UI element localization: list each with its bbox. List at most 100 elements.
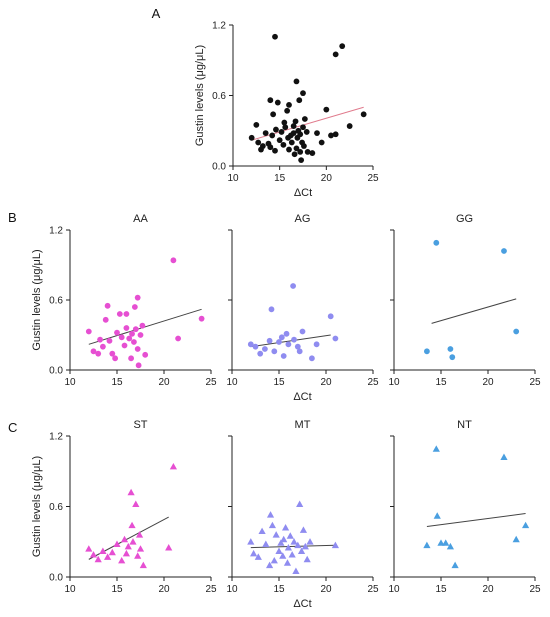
st-data-point (135, 531, 144, 538)
st-x-tick-label: 20 (158, 584, 170, 595)
mt-data-point (299, 526, 308, 533)
ag-data-point (247, 341, 254, 348)
ag-data-point (280, 353, 287, 359)
st-data-point (89, 551, 98, 558)
st-data-point (124, 542, 132, 550)
aa-data-point (100, 343, 106, 350)
mt-data-point (292, 567, 300, 575)
mt-data-point (279, 552, 287, 559)
gg-data-point (513, 328, 520, 335)
a-x-tick-label: 20 (321, 173, 333, 184)
a-data-point (273, 126, 279, 133)
st-data-point (99, 547, 107, 555)
a-data-point (318, 139, 325, 146)
ag-data-point (283, 330, 290, 337)
mt-data-point (331, 541, 339, 549)
a-data-point (291, 151, 298, 158)
a-data-point (272, 147, 278, 154)
aa-x-tick-label: 10 (64, 377, 76, 388)
aa-trend-line (88, 308, 202, 345)
a-data-point (314, 130, 320, 137)
a-y-axis-label: Gustin levels (μg/μL) (194, 45, 206, 146)
a-data-point (280, 141, 287, 148)
st-y-axis-label: Gustin levels (μg/μL) (31, 456, 43, 557)
ag-x-tick-label: 15 (273, 377, 285, 388)
mt-data-point (296, 500, 304, 508)
ag-x-tick-label: 10 (226, 377, 238, 388)
a-data-point (276, 137, 283, 144)
mt-x-axis-label: ΔCt (293, 598, 311, 610)
a-data-point (300, 90, 306, 97)
a-data-point (284, 107, 291, 114)
ag-title: AG (295, 213, 311, 225)
ag-data-point (268, 306, 275, 313)
st-data-point (169, 462, 177, 470)
mt-data-point (266, 511, 275, 518)
mt-x-tick-label: 15 (273, 584, 285, 595)
aa-x-tick-label: 20 (158, 377, 170, 388)
gg-x-tick-label: 10 (388, 377, 400, 388)
chart-aa: 10 15 20 25 0.0 0.6 1.2 AA Gustin levels (μg/μL) (31, 213, 217, 388)
a-x-tick-label: 10 (227, 173, 239, 184)
aa-data-point (109, 350, 116, 357)
a-data-point (288, 139, 295, 146)
a-data-point (346, 123, 353, 129)
ag-x-tick-label: 20 (320, 377, 332, 388)
aa-data-point (137, 332, 144, 338)
mt-data-point (250, 549, 258, 557)
nt-data-point (512, 535, 520, 543)
a-data-point (339, 43, 346, 50)
chart-a: 10 15 20 25 0.0 0.6 1.2 ΔCt Gustin levels (μg/μL… (194, 21, 379, 200)
a-data-point (297, 149, 304, 155)
nt-data-point (451, 561, 459, 569)
st-data-point (134, 552, 142, 559)
mt-x-tick-label: 10 (226, 584, 238, 595)
st-data-point (132, 500, 140, 508)
mt-data-point (290, 538, 298, 545)
st-data-point (120, 535, 129, 543)
a-data-point (323, 106, 330, 113)
nt-data-point (433, 512, 441, 519)
a-data-point (248, 134, 255, 141)
st-data-point (139, 561, 147, 569)
a-data-point (270, 111, 277, 118)
aa-y-tick-label: 0.0 (49, 366, 63, 377)
mt-data-point (294, 541, 302, 549)
aa-data-point (175, 335, 182, 342)
ag-data-point (327, 313, 334, 320)
gg-x-tick-label: 15 (435, 377, 447, 388)
aa-data-point (85, 328, 92, 335)
st-data-point (94, 555, 102, 563)
a-y-tick-label: 0.6 (212, 91, 226, 102)
a-data-point (301, 116, 308, 122)
ag-data-point (266, 337, 273, 344)
a-data-point (309, 150, 316, 156)
ag-data-point (276, 339, 282, 345)
a-x-tick-label: 15 (274, 173, 286, 184)
st-data-point (122, 549, 130, 557)
st-data-point (118, 556, 126, 564)
nt-x-tick-label: 25 (529, 584, 541, 595)
a-data-point (269, 132, 276, 139)
gg-title: GG (456, 213, 473, 225)
a-data-point (262, 130, 269, 137)
mt-x-tick-label: 25 (367, 584, 379, 595)
a-data-point (267, 144, 274, 151)
a-data-point (297, 131, 304, 138)
aa-data-point (132, 326, 139, 333)
a-data-point (286, 146, 292, 153)
aa-y-tick-label: 1.2 (49, 226, 63, 237)
a-data-point (300, 124, 306, 131)
a-data-point (296, 97, 303, 104)
nt-title: NT (457, 419, 472, 431)
mt-data-point (288, 551, 296, 558)
ag-data-point (262, 346, 268, 352)
ag-data-point (290, 283, 296, 289)
aa-data-point (129, 330, 135, 337)
aa-data-point (104, 302, 111, 309)
ag-data-point (278, 334, 285, 341)
aa-data-point (198, 315, 205, 322)
aa-data-point (128, 355, 135, 362)
a-data-point (286, 102, 292, 108)
